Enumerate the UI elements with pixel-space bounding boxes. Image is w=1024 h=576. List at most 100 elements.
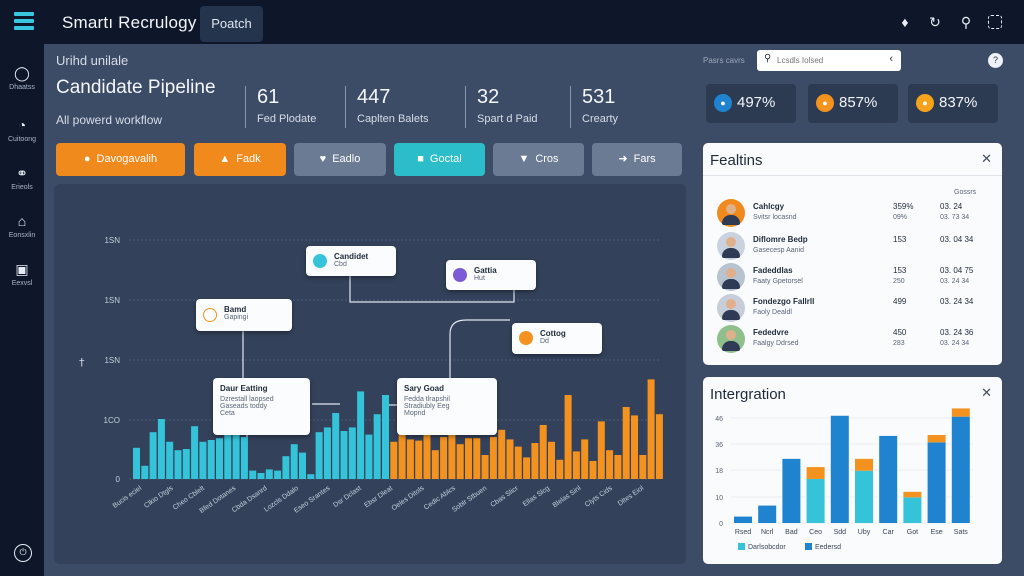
action-button-3[interactable]: ♥ Eadlo xyxy=(294,143,386,176)
x-tick-label: Ncrl xyxy=(761,529,774,536)
chart-bar xyxy=(639,455,647,479)
pipeline-node[interactable]: Gattia Hut xyxy=(446,260,536,290)
card-title: Intergration xyxy=(710,386,786,403)
chart-bar xyxy=(340,431,348,479)
chart-bar xyxy=(332,413,340,479)
chart-bar xyxy=(782,458,801,523)
chart-bar xyxy=(199,441,207,479)
row-value: 09% xyxy=(893,214,908,221)
kpi-value: 837% xyxy=(939,94,978,111)
page-subtitle: All powerd workflow xyxy=(56,113,163,127)
table-row[interactable]: Diflomre Bedp Gasecesp Aanid 153 03. 04 … xyxy=(717,232,987,260)
x-tick-label: Ellas Slcg xyxy=(522,485,551,508)
chart-bar xyxy=(631,415,638,479)
chevron-left-icon[interactable]: ‹ xyxy=(889,53,893,65)
chart-bar xyxy=(855,470,873,523)
action-button-4[interactable]: ■ Goctal xyxy=(394,143,485,176)
x-tick-label: Dsr Dclast xyxy=(332,485,363,509)
sidebar-item-3[interactable]: ⚭ Erieols xyxy=(0,164,44,204)
node-title: Cottog xyxy=(540,329,566,338)
x-tick-label: Got xyxy=(907,529,918,536)
chart-bar xyxy=(498,429,506,479)
pipeline-detail-card[interactable]: Sary Goad Fedda tlrapshil Stradiubly Eeg… xyxy=(397,378,497,435)
action-label: Eadlo xyxy=(332,153,361,165)
y-tick-label: 0 xyxy=(719,521,723,528)
table-row[interactable]: Cahlcgy Svitsr locasnd 359% 09% 03. 24 0… xyxy=(717,199,987,227)
node-icon xyxy=(453,268,467,282)
legend-item: Eedersd xyxy=(805,543,841,551)
bell-icon[interactable]: ♦ xyxy=(901,14,909,30)
sidebar-item-label: Dhaatss xyxy=(9,84,35,91)
y-tick-label: 1CO xyxy=(104,416,120,425)
action-button-2[interactable]: ▲ Fadk xyxy=(194,143,286,176)
row-value: 03. 04 34 xyxy=(940,235,974,244)
x-tick-label: Ese xyxy=(931,529,943,536)
chart-bar xyxy=(734,516,752,523)
action-button-6[interactable]: ➜ Fars xyxy=(592,143,682,176)
search-icon: ⚲ xyxy=(764,53,772,64)
help-icon[interactable]: ? xyxy=(988,53,1003,68)
chart-bar xyxy=(166,441,174,479)
sidebar-item-2[interactable]: ◔ Cuitoong xyxy=(0,116,44,156)
table-row[interactable]: Fadeddlas Faaty Gpetorsel 153 250 03. 04… xyxy=(717,263,987,291)
y-axis-icon: † xyxy=(79,356,85,369)
node-line: Ceta xyxy=(220,410,235,417)
grid-icon: ■ xyxy=(417,153,424,165)
menu-icon[interactable] xyxy=(14,12,34,32)
close-icon[interactable]: ✕ xyxy=(981,151,992,166)
table-row[interactable]: Fondezgo Fallrll Faoly Dealdl 499 03. 24… xyxy=(717,294,987,322)
node-line: Gaseads toddy xyxy=(220,403,268,410)
pipeline-node[interactable]: Cottog Dd xyxy=(512,323,602,354)
node-line: Dzrestall laopsed xyxy=(220,396,274,403)
chart-bar xyxy=(855,458,873,471)
chart-bar xyxy=(240,437,248,479)
chart-bar xyxy=(589,461,597,479)
row-value: 359% xyxy=(893,202,914,211)
search-icon[interactable]: ⚲ xyxy=(960,14,972,30)
chart-bar xyxy=(423,431,431,479)
chart-bar xyxy=(506,439,514,479)
sidebar-item-5[interactable]: ▣ Eexvsl xyxy=(0,260,44,300)
chart-bar xyxy=(398,427,406,479)
x-tick-label: Sdd xyxy=(834,529,847,536)
x-tick-label: Bad xyxy=(785,529,798,536)
page-title: Candidate Pipeline xyxy=(56,77,216,98)
action-button-1[interactable]: ● Davogavalih xyxy=(56,143,185,176)
chart-bar xyxy=(257,473,265,479)
tag-icon: ▼ xyxy=(518,153,530,165)
action-label: Cros xyxy=(535,153,559,165)
sidebar-item-1[interactable]: ◯ Dhaatss xyxy=(0,64,44,104)
chart-bar xyxy=(191,426,199,479)
action-button-5[interactable]: ▼ Cros xyxy=(493,143,584,176)
flag-icon: ▲ xyxy=(219,153,231,165)
row-name: Fededvre xyxy=(753,328,789,337)
refresh-icon[interactable]: ↻ xyxy=(929,14,941,30)
chart-bar xyxy=(572,451,580,479)
search-field[interactable]: ⚲ ‹ xyxy=(757,50,901,71)
close-icon[interactable]: ✕ xyxy=(981,385,992,400)
power-icon[interactable]: ⏻ xyxy=(14,544,32,562)
pipeline-node[interactable]: Bamd Gapingi xyxy=(196,299,292,331)
node-subtitle: Gapingi xyxy=(224,314,249,321)
x-tick-label: Cbas Slicr xyxy=(489,485,520,509)
x-tick-label: Cbda Dsanrd xyxy=(231,485,269,514)
chart-bar xyxy=(514,446,522,479)
chart-bar xyxy=(431,450,439,479)
chart-bar xyxy=(647,379,655,479)
chart-bar xyxy=(903,491,922,498)
pipeline-node[interactable]: Candidet Cbd xyxy=(306,246,396,276)
connector-line xyxy=(449,319,510,396)
sidebar-item-4[interactable]: ⌂ Eonsxlin xyxy=(0,212,44,252)
chart-bar xyxy=(149,432,157,479)
tab-poatch[interactable]: Poatch xyxy=(200,6,263,42)
chart-bar xyxy=(141,465,149,479)
pipeline-detail-card[interactable]: Daur Eatting Dzrestall laopsed Gaseads t… xyxy=(213,378,310,435)
chart-bar xyxy=(903,497,922,523)
expand-icon[interactable] xyxy=(988,15,1002,29)
chart-bar xyxy=(182,449,190,479)
chart-bar xyxy=(157,419,165,479)
node-title: Gattia xyxy=(474,266,497,275)
table-row[interactable]: Fededvre Faalgy Ddrsed 450 283 03. 24 36… xyxy=(717,325,987,353)
row-value: 250 xyxy=(893,278,905,285)
search-input[interactable] xyxy=(777,53,877,68)
